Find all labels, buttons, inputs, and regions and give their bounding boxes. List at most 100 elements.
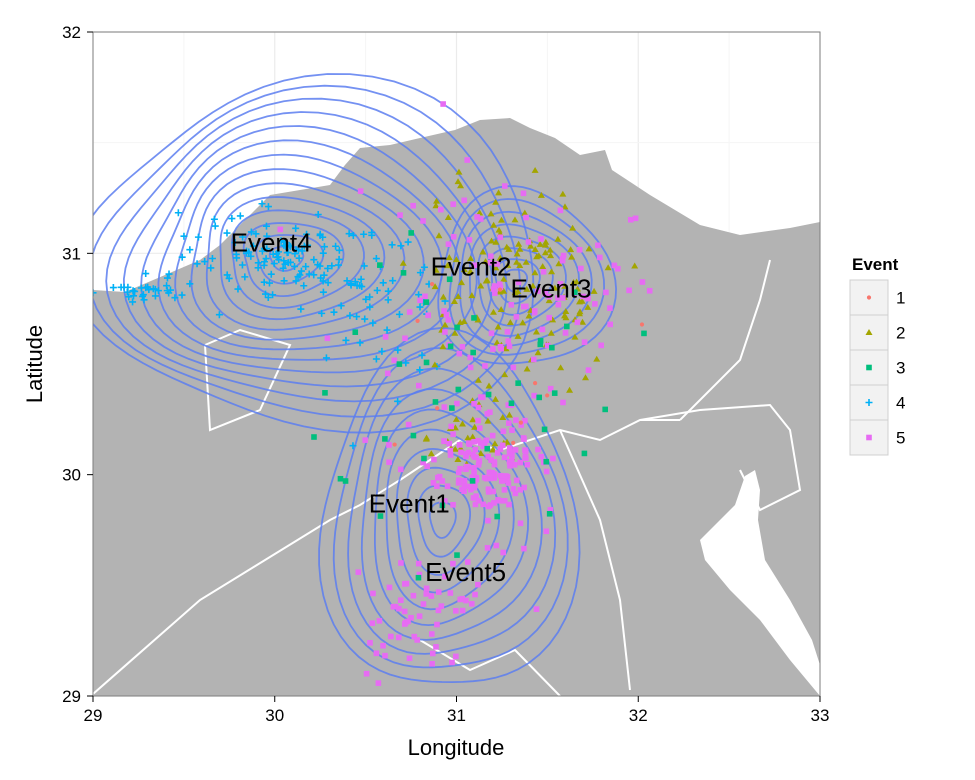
border-line bbox=[204, 328, 292, 432]
event-point-4 bbox=[388, 241, 396, 249]
event-point-4 bbox=[292, 224, 300, 232]
legend-label: 2 bbox=[896, 324, 905, 343]
event-point-5 bbox=[461, 483, 468, 489]
event-point-5 bbox=[513, 314, 520, 320]
event-point-2 bbox=[562, 308, 570, 314]
event-point-5 bbox=[484, 545, 491, 551]
event-point-5 bbox=[513, 477, 520, 484]
event-point-5 bbox=[539, 326, 546, 333]
event-point-2 bbox=[432, 266, 440, 273]
density-contour bbox=[417, 484, 471, 558]
event-point-2 bbox=[476, 209, 484, 216]
event-point-5 bbox=[277, 226, 284, 233]
event-point-5 bbox=[463, 466, 469, 473]
event-point-4 bbox=[394, 397, 402, 405]
event-point-2 bbox=[515, 240, 523, 247]
event-point-5 bbox=[501, 474, 508, 480]
event-point-1 bbox=[511, 440, 516, 445]
event-point-5 bbox=[505, 480, 512, 486]
event-point-5 bbox=[592, 301, 598, 307]
event-point-2 bbox=[547, 329, 555, 336]
event-point-2 bbox=[499, 414, 507, 420]
event-point-4 bbox=[208, 255, 216, 263]
event-point-4 bbox=[346, 312, 354, 320]
legend-symbol-4 bbox=[865, 399, 873, 406]
event-point-5 bbox=[488, 253, 494, 260]
event-point-5 bbox=[497, 284, 504, 291]
event-point-4 bbox=[269, 291, 277, 299]
event-point-4 bbox=[178, 253, 186, 261]
event-point-5 bbox=[499, 442, 506, 449]
event-point-5 bbox=[448, 423, 455, 430]
event-point-3 bbox=[564, 323, 570, 330]
event-point-5 bbox=[485, 503, 492, 510]
event-point-2 bbox=[477, 450, 485, 457]
event-point-5 bbox=[510, 485, 517, 492]
event-point-5 bbox=[395, 634, 402, 641]
event-point-5 bbox=[535, 446, 541, 453]
event-point-2 bbox=[576, 310, 584, 317]
event-point-3 bbox=[508, 400, 515, 407]
event-point-4 bbox=[360, 262, 368, 270]
event-point-2 bbox=[562, 314, 570, 321]
event-point-4 bbox=[291, 250, 299, 258]
event-point-5 bbox=[416, 571, 423, 578]
event-point-4 bbox=[316, 230, 324, 238]
event-point-4 bbox=[211, 222, 219, 230]
event-point-4 bbox=[349, 231, 357, 239]
event-point-5 bbox=[490, 286, 497, 292]
event-point-2 bbox=[483, 276, 491, 283]
event-point-2 bbox=[631, 262, 639, 269]
event-point-5 bbox=[515, 279, 522, 286]
event-point-5 bbox=[471, 484, 478, 491]
density-contour bbox=[468, 223, 580, 337]
event-point-5 bbox=[546, 314, 553, 321]
event-point-5 bbox=[557, 281, 564, 287]
event-point-4 bbox=[347, 281, 355, 289]
event-point-5 bbox=[476, 425, 483, 431]
event-point-5 bbox=[547, 385, 554, 392]
event-point-5 bbox=[497, 234, 504, 241]
event-point-3 bbox=[377, 513, 384, 519]
event-point-2 bbox=[593, 355, 601, 362]
event-point-2 bbox=[513, 258, 521, 265]
y-axis-title: Latitude bbox=[22, 325, 47, 403]
event-point-4 bbox=[415, 291, 423, 299]
event-point-4 bbox=[210, 215, 218, 223]
event-point-5 bbox=[391, 357, 398, 364]
event-point-1 bbox=[415, 318, 420, 323]
event-point-5 bbox=[468, 486, 474, 493]
event-point-2 bbox=[474, 316, 482, 323]
event-point-5 bbox=[491, 283, 498, 289]
event-point-2 bbox=[431, 283, 439, 290]
event-point-5 bbox=[450, 201, 457, 208]
event-point-2 bbox=[492, 264, 500, 271]
event-point-5 bbox=[498, 478, 505, 484]
event-point-4 bbox=[151, 292, 159, 300]
event-point-5 bbox=[512, 490, 519, 497]
event-point-4 bbox=[137, 284, 145, 292]
event-point-4 bbox=[416, 269, 424, 277]
event-point-5 bbox=[459, 595, 466, 602]
event-point-4 bbox=[194, 233, 202, 241]
legend-label: 1 bbox=[896, 289, 905, 308]
event-point-4 bbox=[368, 231, 376, 239]
event-point-5 bbox=[324, 335, 331, 342]
event-point-4 bbox=[260, 278, 268, 286]
event-point-2 bbox=[551, 284, 559, 291]
event-point-5 bbox=[615, 265, 621, 272]
event-point-5 bbox=[475, 497, 482, 504]
event-point-5 bbox=[550, 455, 556, 462]
event-point-1 bbox=[429, 281, 435, 287]
event-point-4 bbox=[123, 288, 131, 296]
event-point-5 bbox=[441, 308, 447, 314]
event-point-5 bbox=[542, 291, 549, 297]
event-point-5 bbox=[466, 483, 472, 490]
legend-symbol-2 bbox=[865, 329, 873, 335]
event-point-4 bbox=[420, 263, 428, 271]
event-point-4 bbox=[262, 290, 270, 298]
event-point-2 bbox=[534, 349, 542, 356]
event-point-5 bbox=[485, 517, 491, 524]
event-point-5 bbox=[538, 236, 544, 242]
event-point-4 bbox=[186, 246, 194, 254]
